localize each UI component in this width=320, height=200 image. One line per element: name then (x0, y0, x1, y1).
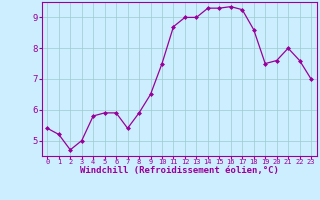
X-axis label: Windchill (Refroidissement éolien,°C): Windchill (Refroidissement éolien,°C) (80, 166, 279, 175)
